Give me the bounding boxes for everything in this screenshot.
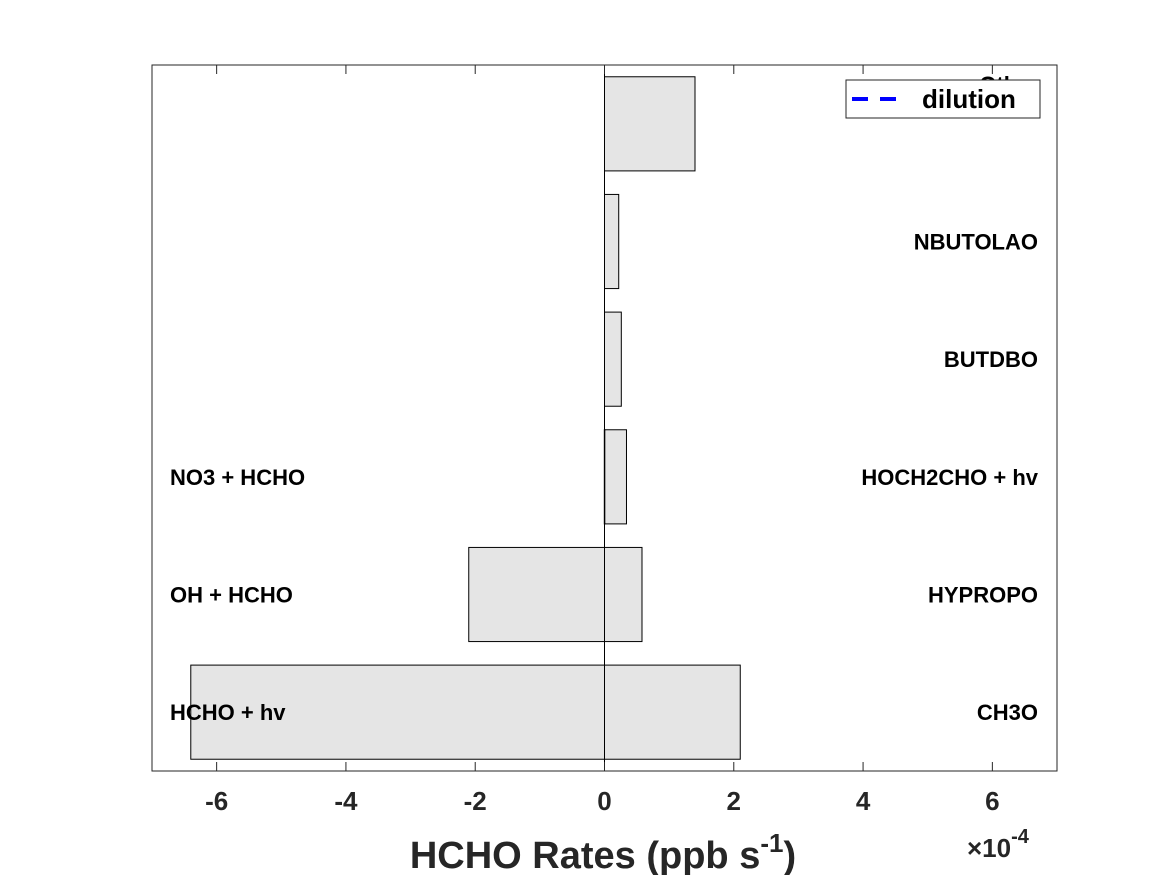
- label-loss-2: NO3 + HCHO: [170, 465, 305, 490]
- x-multiplier: ×10-4: [967, 826, 1030, 863]
- x-axis-title-exponent: -1: [760, 828, 783, 858]
- bar-production-2: [604, 429, 627, 525]
- label-production-1: HYPROPO: [928, 583, 1038, 608]
- legend[interactable]: dilution: [845, 79, 1041, 119]
- bars-group: [190, 76, 741, 760]
- legend-dilution-label: dilution: [922, 84, 1016, 114]
- x-axis-title: HCHO Rates (ppb s-1): [410, 828, 796, 875]
- bar-loss-0: [190, 664, 606, 760]
- x-ticks-group: -6 -4 -2 0 2 4 6: [205, 65, 1000, 816]
- x-tick-label-1: -4: [334, 786, 358, 816]
- legend-box: [845, 79, 1041, 119]
- x-tick-label-3: 0: [597, 786, 611, 816]
- x-tick-label-0: -6: [205, 786, 228, 816]
- bar-loss-1: [468, 546, 605, 643]
- label-production-0: CH3O: [977, 700, 1038, 725]
- bar-production-4: [604, 193, 620, 290]
- label-production-4: NBUTOLAO: [914, 230, 1038, 255]
- label-loss-1: OH + HCHO: [170, 583, 293, 608]
- x-axis-title-close: ): [783, 835, 796, 875]
- x-tick-label-2: -2: [464, 786, 487, 816]
- x-multiplier-exponent: -4: [1011, 826, 1030, 848]
- label-production-3: BUTDBO: [944, 347, 1038, 372]
- x-tick-label-5: 4: [856, 786, 871, 816]
- x-tick-label-6: 6: [985, 786, 999, 816]
- label-production-2: HOCH2CHO + hv: [861, 465, 1038, 490]
- x-tick-label-4: 2: [727, 786, 741, 816]
- bar-production-1: [604, 546, 643, 643]
- bar-production-3: [604, 311, 622, 407]
- label-loss-0: HCHO + hv: [170, 700, 286, 725]
- bar-production-0: [604, 664, 741, 760]
- bar-production-5: [604, 76, 696, 172]
